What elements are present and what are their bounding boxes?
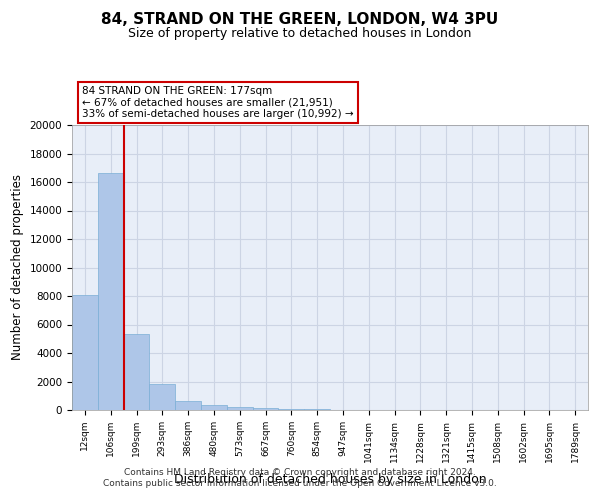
Text: 84, STRAND ON THE GREEN, LONDON, W4 3PU: 84, STRAND ON THE GREEN, LONDON, W4 3PU bbox=[101, 12, 499, 28]
Text: Size of property relative to detached houses in London: Size of property relative to detached ho… bbox=[128, 28, 472, 40]
X-axis label: Distribution of detached houses by size in London: Distribution of detached houses by size … bbox=[173, 473, 487, 486]
Bar bbox=[253, 408, 278, 410]
Bar bbox=[124, 334, 149, 410]
Bar bbox=[72, 294, 98, 410]
Y-axis label: Number of detached properties: Number of detached properties bbox=[11, 174, 24, 360]
Bar bbox=[175, 400, 201, 410]
Text: 84 STRAND ON THE GREEN: 177sqm
← 67% of detached houses are smaller (21,951)
33%: 84 STRAND ON THE GREEN: 177sqm ← 67% of … bbox=[82, 86, 354, 120]
Bar bbox=[98, 174, 124, 410]
Bar bbox=[149, 384, 175, 410]
Text: Contains HM Land Registry data © Crown copyright and database right 2024.
Contai: Contains HM Land Registry data © Crown c… bbox=[103, 468, 497, 487]
Bar bbox=[201, 405, 227, 410]
Bar bbox=[227, 407, 253, 410]
Bar bbox=[278, 408, 304, 410]
